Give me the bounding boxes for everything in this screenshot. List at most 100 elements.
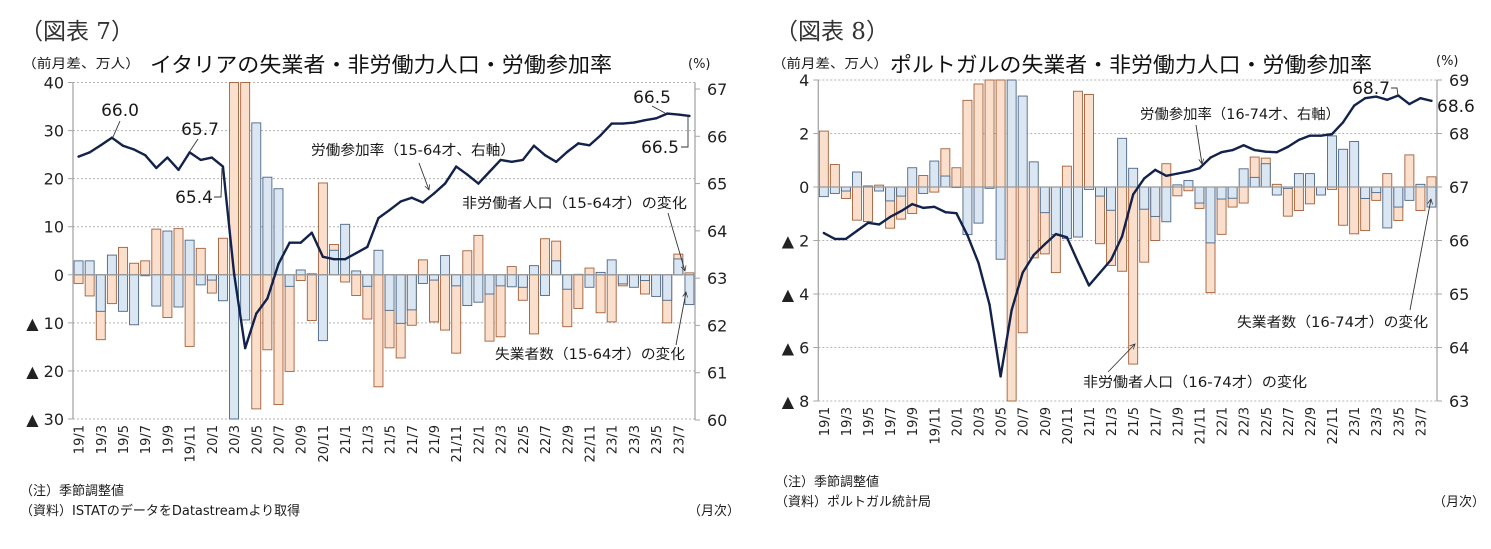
bar-unemployed-change xyxy=(495,274,506,287)
x-tick-label: 22/5 xyxy=(517,425,532,454)
participation-rate-point xyxy=(877,223,881,226)
y-tick-label-right: 69 xyxy=(1449,71,1469,90)
right-axis-ticks: 69 68 67 66 65 64 63 xyxy=(1437,71,1469,411)
bar-nonlabor-change xyxy=(462,250,473,276)
bar-nonlabor-change xyxy=(1404,154,1415,188)
participation-rate-point xyxy=(944,210,947,214)
callout-arrow xyxy=(1409,199,1431,311)
bar-unemployed-change xyxy=(562,274,573,290)
x-tick-label: 22/1 xyxy=(472,425,487,454)
y-tick-label-left: ▲ 6 xyxy=(782,339,810,358)
bar-nonlabor-change xyxy=(1172,186,1183,197)
x-tick-label: 21/1 xyxy=(339,425,354,454)
bar-unemployed-change xyxy=(240,274,251,321)
bar-nonlabor-change xyxy=(1017,186,1028,334)
bar-unemployed-change xyxy=(929,160,940,188)
bar-unemployed-change xyxy=(852,171,862,188)
source-text: （資料）ポルトガル統計局 xyxy=(775,494,931,510)
y-tick-label-right: 61 xyxy=(707,364,727,383)
bar-unemployed-change xyxy=(1050,186,1061,236)
participation-rate-point xyxy=(1231,148,1234,152)
participation-rate-point xyxy=(99,144,102,147)
participation-rate-point xyxy=(221,165,225,168)
y-tick-label-left: 4 xyxy=(799,71,809,90)
bar-unemployed-change xyxy=(551,260,562,276)
y-tick-label-left: ▲ 30 xyxy=(26,410,64,429)
x-tick-label: 23/7 xyxy=(672,425,687,454)
bar-unemployed-change xyxy=(606,259,617,276)
bar-unemployed-change xyxy=(406,274,417,311)
participation-rate-point xyxy=(299,241,302,244)
x-tick-label: 20/5 xyxy=(995,407,1010,436)
x-tick-label: 21/11 xyxy=(450,425,465,462)
participation-rate-point xyxy=(499,158,502,162)
participation-rate-point xyxy=(1120,235,1124,238)
bar-unemployed-change xyxy=(329,249,339,276)
bar-unemployed-change xyxy=(818,186,829,198)
y-tick-label-right: 67 xyxy=(1449,178,1469,197)
x-tick-label: 19/3 xyxy=(840,407,855,436)
bar-unemployed-change xyxy=(885,186,896,202)
bar-unemployed-change xyxy=(1393,186,1404,208)
callout-arrow xyxy=(1195,124,1202,164)
bar-unemployed-change xyxy=(907,167,918,188)
participation-rate-point xyxy=(677,113,680,116)
participation-rate-point xyxy=(521,158,525,162)
bar-unemployed-change xyxy=(1293,173,1304,188)
x-tick-label: 19/1 xyxy=(818,407,833,436)
bar-nonlabor-change xyxy=(240,82,251,276)
bar-nonlabor-change xyxy=(473,234,484,276)
bar-unemployed-change xyxy=(1316,186,1326,196)
participation-rate-point xyxy=(1330,132,1334,136)
bar-nonlabor-change xyxy=(373,274,384,388)
x-tick-label: 22/9 xyxy=(1304,407,1319,436)
x-tick-label: 22/3 xyxy=(1238,407,1253,436)
bar-nonlabor-change xyxy=(1338,186,1349,226)
participation-rate-point xyxy=(77,155,80,158)
x-tick-label: 19/7 xyxy=(139,425,154,454)
participation-rate-point xyxy=(177,168,180,172)
value-label-peak-2019: 66.0 xyxy=(101,101,139,121)
x-tick-label: 20/9 xyxy=(1039,407,1054,436)
value-label-latest: 68.6 xyxy=(1437,97,1475,117)
bar-nonlabor-change xyxy=(295,274,306,282)
bar-nonlabor-change xyxy=(863,186,873,222)
bar-nonlabor-change xyxy=(429,274,439,323)
participation-rate-line xyxy=(823,94,1432,378)
x-tick-label: 19/9 xyxy=(161,425,176,454)
source-text: （資料）ISTATのデータをDatastreamより取得 xyxy=(20,503,300,519)
figure-label: （図表 8） xyxy=(775,19,889,45)
y-tick-label-left: ▲ 20 xyxy=(26,362,64,381)
y-tick-label-left: 0 xyxy=(54,266,64,285)
participation-rate-point xyxy=(643,119,647,122)
bar-unemployed-change xyxy=(384,274,395,311)
value-label-leader-line xyxy=(112,120,121,138)
left-axis-ticks: 4 2 0 ▲ 2 ▲ 4 ▲ 6 ▲ 8 xyxy=(782,71,819,411)
participation-rate-point xyxy=(933,205,936,208)
right-axis-ticks: 67 66 65 64 63 62 61 60 xyxy=(695,80,727,430)
bar-nonlabor-change xyxy=(852,186,862,221)
plot-area: 40 30 20 10 0 ▲ 10 ▲ 20 ▲ 30 67 66 65 64 63 62 61 60 19/… xyxy=(26,74,727,463)
bar-nonlabor-change xyxy=(1349,186,1360,235)
x-tick-label: 22/11 xyxy=(583,425,598,462)
participation-rate-point xyxy=(1076,260,1080,264)
bar-nonlabor-change xyxy=(962,99,973,188)
participation-rate-point xyxy=(410,196,413,199)
x-tick-label: 23/7 xyxy=(1414,407,1429,436)
y-tick-label-left: ▲ 8 xyxy=(782,392,810,411)
participation-rate-point xyxy=(443,182,447,185)
bar-nonlabor-change xyxy=(1382,173,1393,188)
bar-unemployed-change xyxy=(462,274,473,307)
participation-rate-point xyxy=(1297,138,1301,142)
y-tick-label-left: ▲ 4 xyxy=(782,285,810,304)
bar-unemployed-change xyxy=(1360,186,1371,199)
participation-rate-point xyxy=(1054,232,1058,236)
participation-rate-point xyxy=(566,150,569,154)
bar-unemployed-change xyxy=(1161,186,1172,223)
participation-rate-point xyxy=(188,151,191,154)
participation-rate-point xyxy=(1065,236,1069,239)
y-tick-label-left: ▲ 10 xyxy=(26,314,64,333)
y-tick-label-left: 40 xyxy=(44,74,64,93)
bar-unemployed-change xyxy=(973,186,984,224)
